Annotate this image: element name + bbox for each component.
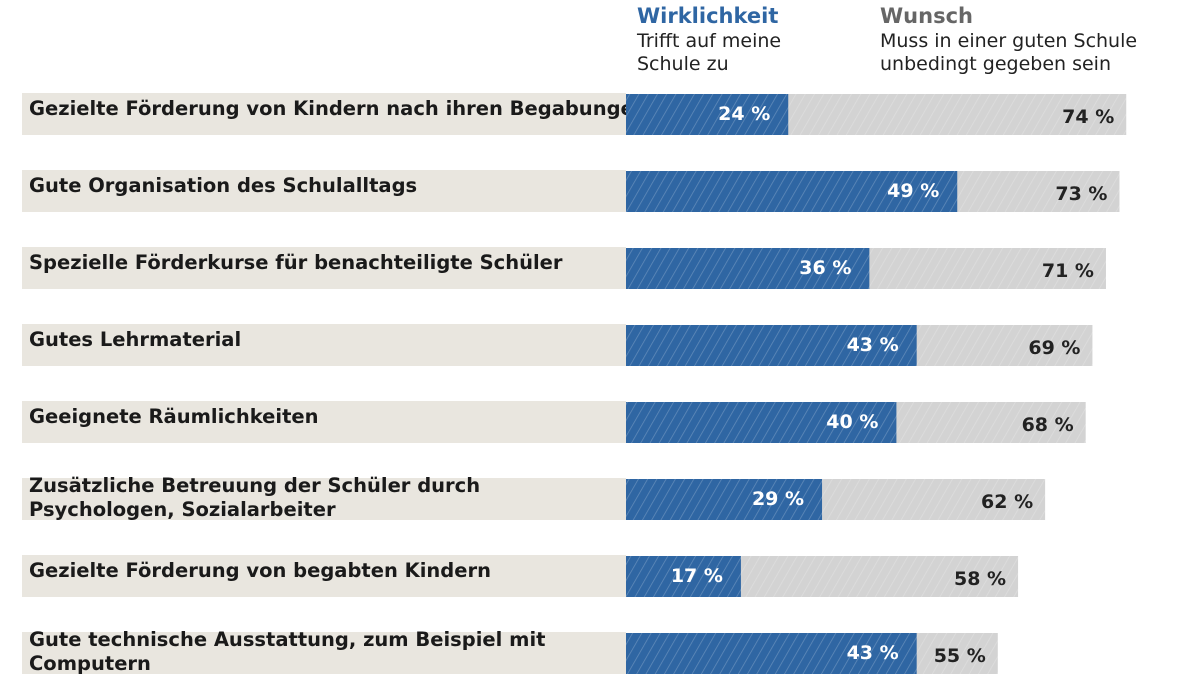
value-label-wunsch: 69 % xyxy=(1028,337,1080,359)
label-background xyxy=(22,478,626,520)
category-label: Gute technische Ausstattung, zum Beispie… xyxy=(29,628,545,651)
legend-title: Wirklichkeit xyxy=(637,4,779,28)
category-label: Gutes Lehrmaterial xyxy=(29,328,241,351)
value-label-wirklichkeit: 36 % xyxy=(799,257,851,279)
label-background xyxy=(22,555,626,597)
value-label-wirklichkeit: 43 % xyxy=(847,642,899,664)
value-label-wunsch: 73 % xyxy=(1055,183,1107,205)
legend-subtitle: Muss in einer guten Schule unbedingt geg… xyxy=(880,30,1138,75)
category-label: Psychologen, Sozialarbeiter xyxy=(29,498,336,521)
value-label-wirklichkeit: 43 % xyxy=(847,334,899,356)
bar-texture xyxy=(626,325,917,366)
value-label-wunsch: 74 % xyxy=(1062,106,1114,128)
value-label-wirklichkeit: 40 % xyxy=(826,411,878,433)
value-label-wunsch: 71 % xyxy=(1042,260,1094,282)
value-label-wunsch: 58 % xyxy=(954,568,1006,590)
category-label: Gute Organisation des Schulalltags xyxy=(29,174,417,197)
category-label: Gezielte Förderung von begabten Kindern xyxy=(29,559,491,582)
bar-texture xyxy=(626,402,897,443)
bar-texture xyxy=(626,94,789,135)
legend-title: Wunsch xyxy=(880,4,973,28)
bar-texture xyxy=(626,248,870,289)
bar-texture xyxy=(626,633,917,674)
label-background xyxy=(22,247,626,289)
value-label-wunsch: 62 % xyxy=(981,491,1033,513)
category-label: Geeignete Räumlichkeiten xyxy=(29,405,319,428)
value-label-wirklichkeit: 49 % xyxy=(887,180,939,202)
label-background xyxy=(22,93,626,135)
value-label-wirklichkeit: 17 % xyxy=(671,565,723,587)
legend-subtitle: Trifft auf meine Schule zu xyxy=(637,30,782,75)
bar-texture xyxy=(626,171,958,212)
value-label-wunsch: 55 % xyxy=(934,645,986,667)
bar-texture xyxy=(626,479,823,520)
label-background xyxy=(22,632,626,674)
category-label: Gezielte Förderung von Kindern nach ihre… xyxy=(29,97,648,120)
label-background xyxy=(22,401,626,443)
legend-wirklichkeit: Wirklichkeit Trifft auf meine Schule zu xyxy=(637,4,797,76)
label-background xyxy=(22,170,626,212)
legend-wunsch: Wunsch Muss in einer guten Schule unbedi… xyxy=(880,4,1150,76)
value-label-wirklichkeit: 29 % xyxy=(752,488,804,510)
category-label: Computern xyxy=(29,652,151,675)
category-label: Zusätzliche Betreuung der Schüler durch xyxy=(29,474,480,497)
value-label-wirklichkeit: 24 % xyxy=(718,103,770,125)
bar-texture xyxy=(626,556,741,597)
category-label: Spezielle Förderkurse für benachteiligte… xyxy=(29,251,563,274)
label-background xyxy=(22,324,626,366)
value-label-wunsch: 68 % xyxy=(1022,414,1074,436)
